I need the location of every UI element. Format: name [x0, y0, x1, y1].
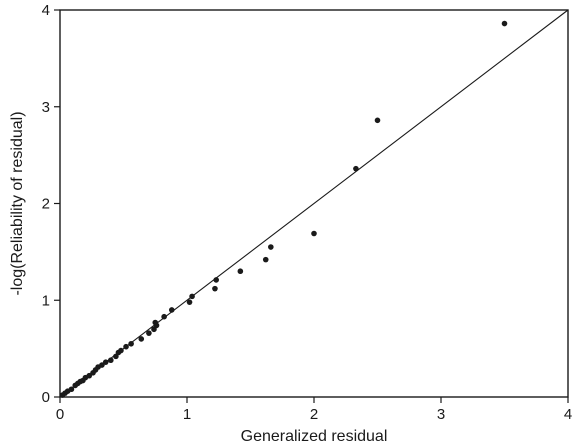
y-axis-label: -log(Reliability of residual) — [9, 111, 26, 295]
data-point — [68, 386, 75, 393]
data-point — [108, 357, 114, 364]
x-tick-label: 3 — [437, 406, 445, 423]
x-tick-label: 1 — [183, 406, 191, 423]
y-axis-ticks: 0 1 2 3 4 — [42, 2, 60, 406]
y-tick-label: 0 — [42, 389, 50, 406]
y-tick-label: 3 — [42, 99, 50, 116]
y-tick-label: 2 — [42, 196, 50, 213]
data-point — [118, 347, 124, 354]
y-tick-label: 1 — [42, 292, 50, 309]
x-axis-label: Generalized residual — [241, 428, 388, 445]
data-point — [99, 362, 105, 368]
data-point — [168, 307, 175, 313]
x-axis-ticks: 0 1 2 3 4 — [56, 397, 572, 423]
data-point — [123, 343, 129, 350]
data-point — [353, 165, 359, 172]
data-point — [189, 293, 195, 300]
data-point — [138, 336, 145, 342]
data-point — [374, 117, 381, 124]
y-tick-label: 4 — [42, 2, 50, 19]
data-point — [213, 277, 220, 283]
reference-line — [59, 9, 569, 398]
data-point — [237, 268, 244, 275]
data-point — [501, 20, 508, 27]
data-point — [102, 359, 109, 365]
data-point — [311, 230, 317, 237]
x-tick-label: 0 — [56, 406, 64, 423]
data-point — [212, 285, 218, 292]
data-point — [128, 340, 134, 347]
data-point — [86, 372, 93, 379]
data-point — [161, 313, 167, 320]
data-point — [262, 256, 269, 263]
data-points — [59, 20, 508, 398]
data-point — [152, 319, 159, 326]
data-point — [186, 299, 193, 305]
data-point — [146, 330, 152, 336]
data-point — [268, 244, 274, 250]
x-tick-label: 4 — [564, 406, 572, 423]
plot-area — [59, 9, 569, 398]
x-tick-label: 2 — [310, 406, 318, 423]
